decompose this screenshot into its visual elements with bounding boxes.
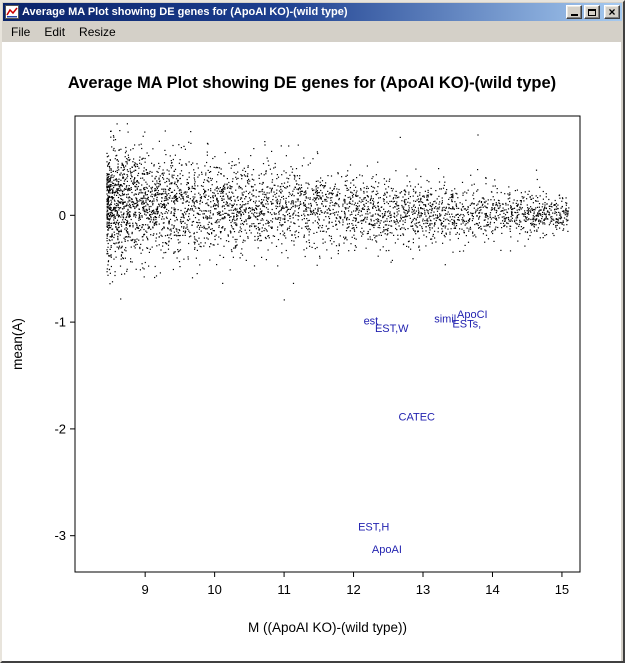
gene-label: est <box>364 316 379 328</box>
close-button[interactable]: × <box>604 5 620 19</box>
minimize-icon <box>570 14 578 16</box>
menu-resize[interactable]: Resize <box>79 25 116 39</box>
menubar: File Edit Resize <box>2 22 623 42</box>
chart-title: Average MA Plot showing DE genes for (Ap… <box>68 74 556 92</box>
menu-edit[interactable]: Edit <box>44 25 66 39</box>
titlebar-buttons: × <box>566 5 620 19</box>
svg-text:14: 14 <box>485 582 499 597</box>
maximize-icon <box>588 8 596 16</box>
svg-text:11: 11 <box>277 582 291 597</box>
gene-label: simil <box>434 313 456 325</box>
svg-text:10: 10 <box>207 582 221 597</box>
svg-text:-2: -2 <box>54 421 66 436</box>
x-axis: 9 10 11 12 13 14 15 <box>142 572 569 597</box>
svg-text:12: 12 <box>346 582 360 597</box>
gene-label: EST,W <box>375 323 409 335</box>
plot-client-area: Average MA Plot showing DE genes for (Ap… <box>2 42 621 661</box>
svg-text:-1: -1 <box>54 315 66 330</box>
gene-label: EST,H <box>358 522 389 534</box>
gene-label: ApoAI <box>372 544 402 556</box>
y-axis-title: mean(A) <box>10 318 25 370</box>
minimize-button[interactable] <box>566 5 582 19</box>
close-icon: × <box>608 4 616 19</box>
svg-text:9: 9 <box>142 582 149 597</box>
plot-box <box>74 115 581 573</box>
svg-text:13: 13 <box>416 582 430 597</box>
svg-text:15: 15 <box>555 582 569 597</box>
svg-text:0: 0 <box>59 208 66 223</box>
gene-label: ESTs, <box>452 319 481 331</box>
window-title: Average MA Plot showing DE genes for (Ap… <box>22 6 348 18</box>
x-axis-title: M ((ApoAI KO)-(wild type)) <box>248 620 407 635</box>
gene-label: ApoCI <box>457 309 488 321</box>
svg-text:-3: -3 <box>54 528 66 543</box>
maximize-button[interactable] <box>584 5 600 19</box>
menu-file[interactable]: File <box>11 25 31 39</box>
ma-plot: Average MA Plot showing DE genes for (Ap… <box>10 74 581 635</box>
window-icon <box>5 5 19 19</box>
y-axis: 0 -1 -2 -3 <box>54 208 75 543</box>
gene-label: CATEC <box>399 412 436 424</box>
scatter-points <box>106 123 570 301</box>
titlebar[interactable]: Average MA Plot showing DE genes for (Ap… <box>3 3 622 21</box>
